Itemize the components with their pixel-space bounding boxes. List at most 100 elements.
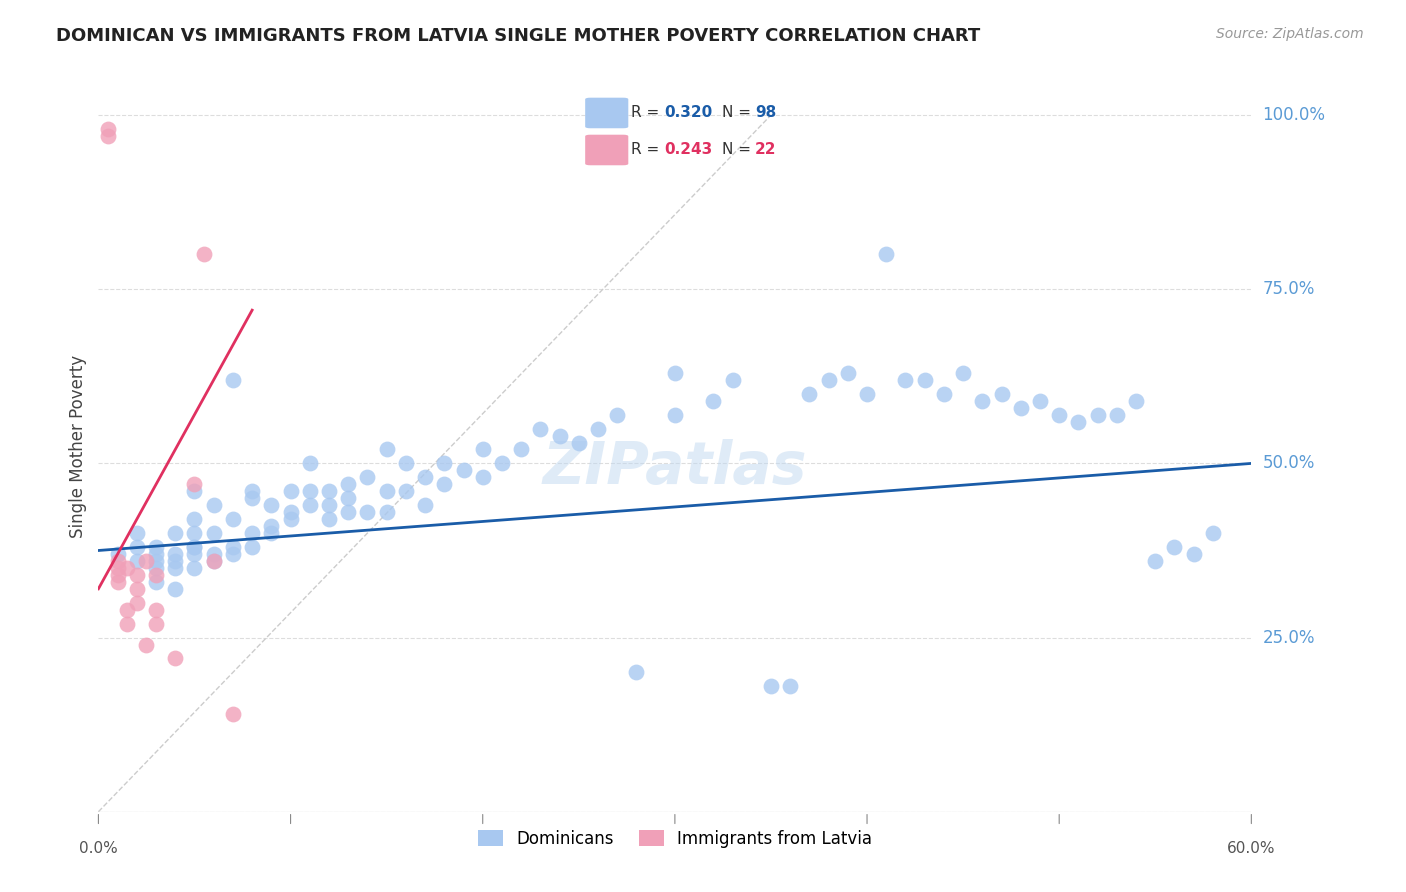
Point bbox=[875, 247, 897, 261]
Text: 100.0%: 100.0% bbox=[1263, 106, 1326, 124]
Point bbox=[202, 547, 225, 561]
Point bbox=[222, 512, 245, 526]
Point bbox=[183, 484, 205, 499]
Point bbox=[125, 596, 148, 610]
Point bbox=[260, 498, 283, 512]
Point bbox=[280, 484, 302, 499]
Point bbox=[202, 526, 225, 541]
Point bbox=[183, 540, 205, 554]
Point bbox=[337, 505, 360, 519]
Point bbox=[433, 457, 456, 471]
Point bbox=[145, 540, 167, 554]
Point bbox=[183, 512, 205, 526]
Point bbox=[356, 505, 378, 519]
Point bbox=[202, 498, 225, 512]
Point bbox=[183, 477, 205, 491]
Point bbox=[145, 547, 167, 561]
Point bbox=[1202, 526, 1225, 541]
Point bbox=[145, 574, 167, 589]
Point bbox=[165, 561, 187, 575]
Point bbox=[183, 540, 205, 554]
Point bbox=[1125, 393, 1147, 408]
Text: DOMINICAN VS IMMIGRANTS FROM LATVIA SINGLE MOTHER POVERTY CORRELATION CHART: DOMINICAN VS IMMIGRANTS FROM LATVIA SING… bbox=[56, 27, 980, 45]
Point bbox=[298, 498, 321, 512]
Point bbox=[856, 386, 879, 401]
Point bbox=[375, 484, 398, 499]
Point bbox=[318, 498, 340, 512]
Point bbox=[453, 463, 475, 477]
Point bbox=[222, 547, 245, 561]
Point bbox=[529, 421, 551, 435]
Point bbox=[779, 679, 801, 693]
Point bbox=[799, 386, 821, 401]
Y-axis label: Single Mother Poverty: Single Mother Poverty bbox=[69, 354, 87, 538]
Point bbox=[626, 665, 648, 680]
Point bbox=[117, 603, 139, 617]
Point bbox=[1067, 415, 1090, 429]
Point bbox=[413, 470, 436, 484]
Point bbox=[1182, 547, 1205, 561]
Point bbox=[837, 366, 859, 380]
Point bbox=[97, 122, 120, 136]
Point bbox=[1087, 408, 1109, 422]
Point bbox=[145, 567, 167, 582]
Point bbox=[240, 540, 263, 554]
Point bbox=[240, 484, 263, 499]
Point bbox=[702, 393, 724, 408]
Point bbox=[1144, 554, 1167, 568]
Point bbox=[222, 707, 245, 722]
Text: 75.0%: 75.0% bbox=[1263, 280, 1315, 298]
Point bbox=[125, 540, 148, 554]
Point bbox=[260, 519, 283, 533]
Point bbox=[356, 470, 378, 484]
Point bbox=[183, 547, 205, 561]
Point bbox=[117, 616, 139, 631]
Point bbox=[202, 554, 225, 568]
Point bbox=[491, 457, 513, 471]
Point bbox=[145, 561, 167, 575]
Point bbox=[165, 651, 187, 665]
Point bbox=[97, 128, 120, 143]
Point bbox=[1163, 540, 1185, 554]
Point bbox=[395, 484, 418, 499]
Point bbox=[222, 540, 245, 554]
Point bbox=[183, 561, 205, 575]
Point bbox=[125, 526, 148, 541]
Point bbox=[894, 373, 917, 387]
Point bbox=[107, 574, 129, 589]
Point bbox=[1029, 393, 1052, 408]
Point bbox=[337, 477, 360, 491]
Point bbox=[222, 373, 245, 387]
Point bbox=[135, 554, 157, 568]
Point bbox=[240, 526, 263, 541]
Point bbox=[914, 373, 936, 387]
Point bbox=[202, 554, 225, 568]
Point bbox=[375, 442, 398, 457]
Point bbox=[395, 457, 418, 471]
Point bbox=[145, 554, 167, 568]
Text: 60.0%: 60.0% bbox=[1227, 841, 1275, 856]
Point bbox=[107, 567, 129, 582]
Point bbox=[165, 547, 187, 561]
Legend: Dominicans, Immigrants from Latvia: Dominicans, Immigrants from Latvia bbox=[471, 823, 879, 855]
Point bbox=[510, 442, 533, 457]
Point bbox=[413, 498, 436, 512]
Point bbox=[280, 505, 302, 519]
Point bbox=[548, 428, 571, 442]
Point bbox=[318, 484, 340, 499]
Point bbox=[664, 366, 686, 380]
Point bbox=[759, 679, 782, 693]
Point bbox=[298, 484, 321, 499]
Point bbox=[817, 373, 839, 387]
Point bbox=[107, 561, 129, 575]
Text: ZIPatlas: ZIPatlas bbox=[543, 440, 807, 497]
Point bbox=[318, 512, 340, 526]
Point bbox=[337, 491, 360, 506]
Point bbox=[721, 373, 744, 387]
Point bbox=[568, 435, 591, 450]
Point bbox=[165, 582, 187, 596]
Point bbox=[183, 526, 205, 541]
Point bbox=[471, 442, 494, 457]
Point bbox=[1010, 401, 1032, 415]
Point bbox=[664, 408, 686, 422]
